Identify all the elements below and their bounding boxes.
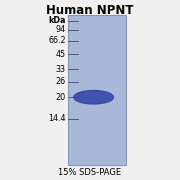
- Ellipse shape: [74, 90, 113, 104]
- Text: 94: 94: [56, 25, 66, 34]
- Text: 66.2: 66.2: [48, 36, 66, 45]
- Text: 14.4: 14.4: [48, 114, 66, 123]
- Text: 20: 20: [56, 93, 66, 102]
- Text: Human NPNT: Human NPNT: [46, 4, 134, 17]
- Text: 26: 26: [56, 77, 66, 86]
- Text: 15% SDS-PAGE: 15% SDS-PAGE: [58, 168, 122, 177]
- Text: kDa: kDa: [48, 16, 66, 25]
- Text: 45: 45: [56, 50, 66, 59]
- Bar: [68, 15, 126, 165]
- Text: 33: 33: [56, 65, 66, 74]
